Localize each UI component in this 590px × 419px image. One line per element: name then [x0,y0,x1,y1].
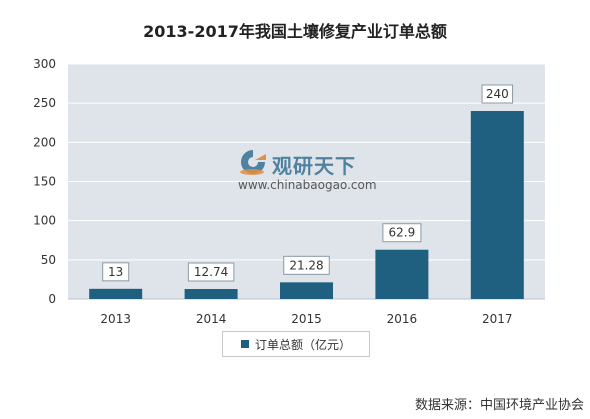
legend: 订单总额（亿元） [222,331,370,357]
data-label: 13 [108,265,123,279]
data-label-box [481,84,514,104]
data-label-box [187,262,235,282]
legend-label: 订单总额（亿元） [254,337,351,352]
data-label-box [382,223,422,243]
watermark-url: www.chinabaogao.com [238,178,377,192]
watermark-logo-icon [240,150,266,175]
data-label-box [102,262,130,282]
data-label: 62.9 [389,226,416,240]
legend-swatch [240,340,249,348]
bar [184,289,238,299]
bar [375,249,429,299]
x-tick-label: 2016 [387,312,418,326]
data-label: 240 [486,87,509,101]
y-tick-label: 100 [33,214,56,228]
chart-title: 2013-2017年我国土壤修复产业订单总额 [143,22,447,41]
bar [280,282,333,299]
data-label: 21.28 [289,258,323,272]
data-label-box [283,255,330,275]
x-tick-label: 2013 [100,312,131,326]
y-tick-label: 0 [48,292,56,306]
bar [470,111,524,299]
watermark-name: 观研天下 [272,154,356,178]
source-note: 数据来源：中国环境产业协会 [414,398,584,413]
x-tick-label: 2014 [196,312,227,326]
y-tick-label: 300 [33,57,56,71]
y-tick-label: 50 [41,253,56,267]
y-tick-label: 150 [33,175,56,189]
data-label: 12.74 [194,265,228,279]
y-tick-label: 250 [33,96,56,110]
bar [89,288,143,299]
x-tick-label: 2015 [291,312,322,326]
y-tick-label: 200 [33,135,56,149]
watermark: 观研天下 www.chinabaogao.com [232,148,392,194]
x-tick-label: 2017 [482,312,513,326]
